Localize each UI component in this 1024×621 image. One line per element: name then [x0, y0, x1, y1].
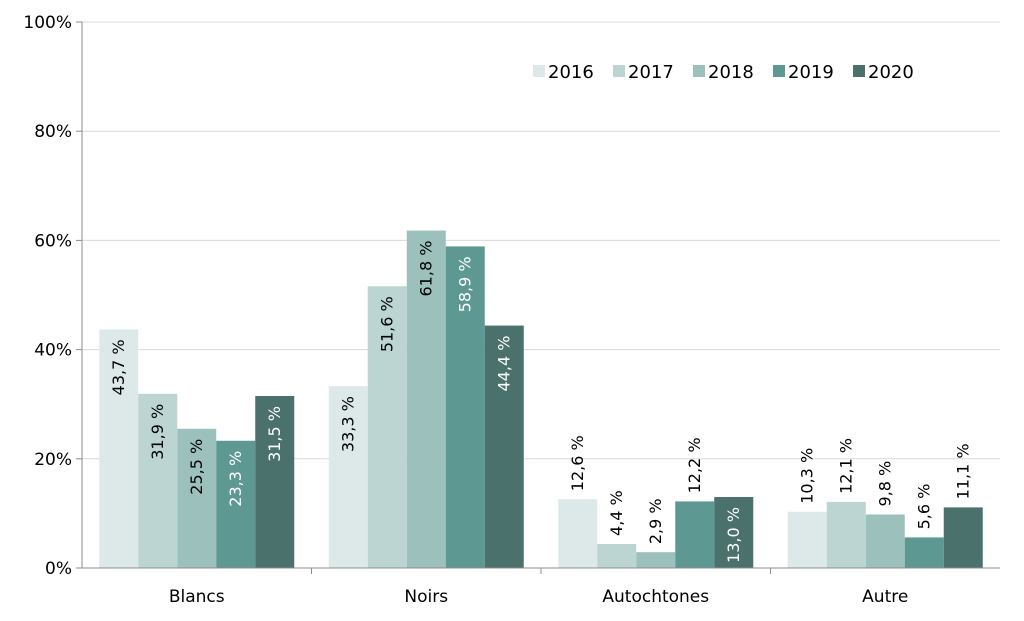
data-label: 58,9 %: [456, 256, 475, 312]
y-tick-label: 80%: [34, 122, 72, 142]
bar: [675, 501, 715, 568]
bar: [99, 329, 139, 568]
legend-swatch: [853, 65, 865, 77]
legend-swatch: [533, 65, 545, 77]
bars: [99, 230, 983, 568]
x-tick-label: Autochtones: [602, 587, 709, 607]
data-label: 31,5 %: [265, 406, 284, 462]
data-label: 4,4 %: [607, 490, 626, 536]
data-label: 10,3 %: [798, 448, 817, 504]
bar: [406, 230, 446, 568]
y-tick-label: 40%: [34, 341, 72, 361]
bar: [826, 501, 866, 568]
legend: 2016 2017 2018 2019 2020: [533, 62, 914, 83]
bar: [636, 552, 676, 568]
bar: [558, 499, 598, 568]
bar: [597, 543, 637, 568]
x-tick-label: Autre: [862, 587, 908, 607]
x-tick-label: Noirs: [404, 587, 448, 607]
bar: [904, 537, 944, 568]
y-tick-label: 0%: [45, 559, 72, 579]
data-label: 44,4 %: [495, 336, 514, 392]
legend-entry: 2016: [548, 62, 594, 83]
bar: [216, 440, 256, 568]
data-label: 33,3 %: [339, 396, 358, 452]
legend-swatch: [613, 65, 625, 77]
data-label: 23,3 %: [226, 451, 245, 507]
data-label: 11,1 %: [954, 443, 973, 499]
bar: [255, 396, 295, 568]
legend-swatch: [773, 65, 785, 77]
bar: [177, 428, 217, 568]
legend-entry: 2018: [708, 62, 754, 83]
bar: [787, 511, 827, 568]
data-label: 25,5 %: [187, 439, 206, 495]
y-axis: 0% 20% 40% 60% 80% 100%: [23, 13, 83, 579]
bar: [865, 514, 905, 568]
data-label: 12,2 %: [685, 437, 704, 493]
y-tick-label: 60%: [34, 231, 72, 251]
x-axis: Blancs Noirs Autochtones Autre: [82, 567, 1000, 607]
y-tick-label: 20%: [34, 450, 72, 470]
data-label: 31,9 %: [148, 404, 167, 460]
data-labels: 43,7 % 31,9 % 25,5 % 23,3 % 31,5 % 33,3 % 51,6…: [109, 241, 973, 563]
data-label: 9,8 %: [876, 461, 895, 507]
legend-entry: 2020: [868, 62, 914, 83]
y-tick-label: 100%: [23, 13, 72, 33]
data-label: 61,8 %: [417, 241, 436, 297]
x-tick-label: Blancs: [169, 587, 225, 607]
bar: [484, 325, 524, 568]
bar: [714, 497, 754, 568]
bar: [328, 386, 368, 568]
legend-entry: 2017: [628, 62, 674, 83]
bar: [367, 286, 407, 568]
legend-swatch: [693, 65, 705, 77]
data-label: 13,0 %: [724, 507, 743, 563]
data-label: 2,9 %: [646, 498, 665, 544]
data-label: 43,7 %: [109, 339, 128, 395]
data-label: 12,1 %: [837, 438, 856, 494]
data-label: 5,6 %: [915, 484, 934, 530]
grid-lines: [82, 21, 1000, 460]
bar: [943, 507, 983, 568]
data-label: 12,6 %: [568, 435, 587, 491]
bar: [445, 246, 485, 568]
bar: [138, 393, 178, 568]
legend-entry: 2019: [788, 62, 834, 83]
data-label: 51,6 %: [378, 296, 397, 352]
